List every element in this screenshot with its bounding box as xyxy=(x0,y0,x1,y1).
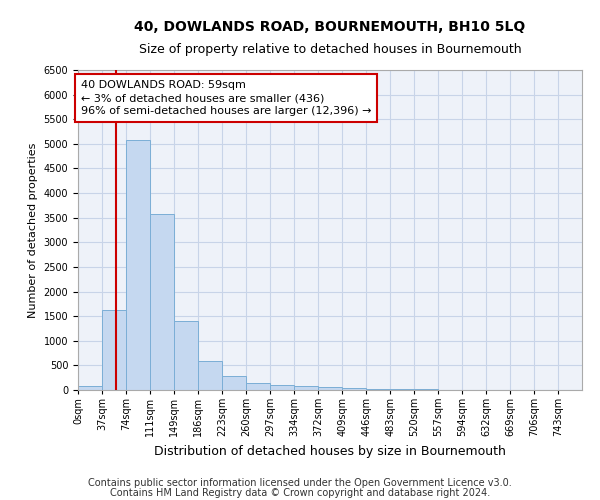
Bar xyxy=(366,388,390,390)
Text: 40, DOWLANDS ROAD, BOURNEMOUTH, BH10 5LQ: 40, DOWLANDS ROAD, BOURNEMOUTH, BH10 5LQ xyxy=(134,20,526,34)
Bar xyxy=(198,361,222,390)
Bar xyxy=(319,388,342,390)
Bar xyxy=(150,214,173,390)
Text: Contains HM Land Registry data © Crown copyright and database right 2024.: Contains HM Land Registry data © Crown c… xyxy=(110,488,490,498)
Text: 40 DOWLANDS ROAD: 59sqm
← 3% of detached houses are smaller (436)
96% of semi-de: 40 DOWLANDS ROAD: 59sqm ← 3% of detached… xyxy=(80,80,371,116)
X-axis label: Distribution of detached houses by size in Bournemouth: Distribution of detached houses by size … xyxy=(154,445,506,458)
Y-axis label: Number of detached properties: Number of detached properties xyxy=(28,142,38,318)
Bar xyxy=(294,386,318,390)
Bar xyxy=(342,388,366,390)
Bar xyxy=(102,310,126,390)
Text: Contains public sector information licensed under the Open Government Licence v3: Contains public sector information licen… xyxy=(88,478,512,488)
Text: Size of property relative to detached houses in Bournemouth: Size of property relative to detached ho… xyxy=(139,42,521,56)
Bar xyxy=(222,376,246,390)
Bar xyxy=(246,382,270,390)
Bar xyxy=(390,389,414,390)
Bar xyxy=(270,384,294,390)
Bar xyxy=(126,140,150,390)
Bar xyxy=(174,321,198,390)
Bar xyxy=(78,386,102,390)
